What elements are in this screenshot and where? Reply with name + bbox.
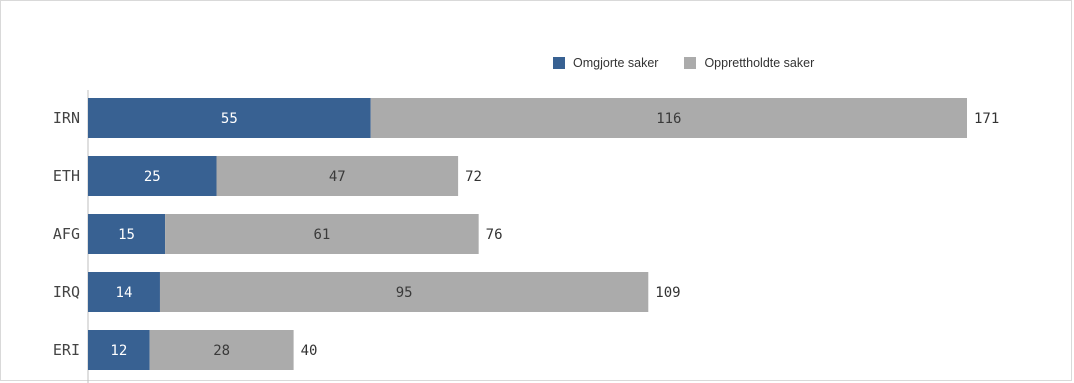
value-label-omgjorte-eri: 12: [110, 343, 127, 359]
value-label-omgjorte-afg: 15: [118, 227, 135, 243]
category-label-irn: IRN: [53, 109, 80, 127]
category-label-eri: ERI: [53, 341, 80, 359]
bar-omgjorte-irq: [88, 272, 160, 312]
bar-omgjorte-afg: [88, 214, 166, 254]
category-label-afg: AFG: [53, 225, 80, 243]
bar-opprettholdte-afg: [165, 214, 479, 254]
legend-label-omgjorte: Omgjorte saker: [573, 56, 659, 70]
total-label-irn: 171: [974, 111, 999, 127]
value-label-opprettholdte-irn: 116: [656, 111, 681, 127]
bar-omgjorte-irn: [88, 98, 371, 138]
value-label-omgjorte-irq: 14: [116, 285, 133, 301]
value-label-opprettholdte-eri: 28: [213, 343, 230, 359]
category-label-eth: ETH: [53, 167, 80, 185]
bar-omgjorte-eth: [88, 156, 217, 196]
total-label-afg: 76: [486, 227, 503, 243]
category-label-irq: IRQ: [53, 283, 80, 301]
value-label-omgjorte-eth: 25: [144, 169, 161, 185]
value-label-opprettholdte-afg: 61: [313, 227, 330, 243]
bar-opprettholdte-irq: [159, 272, 649, 312]
total-label-eth: 72: [465, 169, 482, 185]
legend-item-opprettholdte: Opprettholdte saker: [684, 56, 814, 70]
bar-omgjorte-eri: [88, 330, 150, 370]
value-label-opprettholdte-eth: 47: [329, 169, 346, 185]
legend-label-opprettholdte: Opprettholdte saker: [704, 56, 815, 70]
legend-swatch-opprettholdte: [684, 57, 697, 69]
bar-opprettholdte-eth: [216, 156, 459, 196]
bar-opprettholdte-eri: [149, 330, 294, 370]
legend: Omgjorte saker Opprettholdte saker: [553, 56, 840, 70]
total-label-irq: 109: [655, 285, 680, 301]
legend-item-omgjorte: Omgjorte saker: [553, 56, 658, 70]
value-label-omgjorte-irn: 55: [221, 111, 238, 127]
value-label-opprettholdte-irq: 95: [396, 285, 413, 301]
total-label-eri: 40: [301, 343, 318, 359]
bar-opprettholdte-irn: [370, 98, 967, 138]
legend-swatch-omgjorte: [553, 57, 565, 69]
